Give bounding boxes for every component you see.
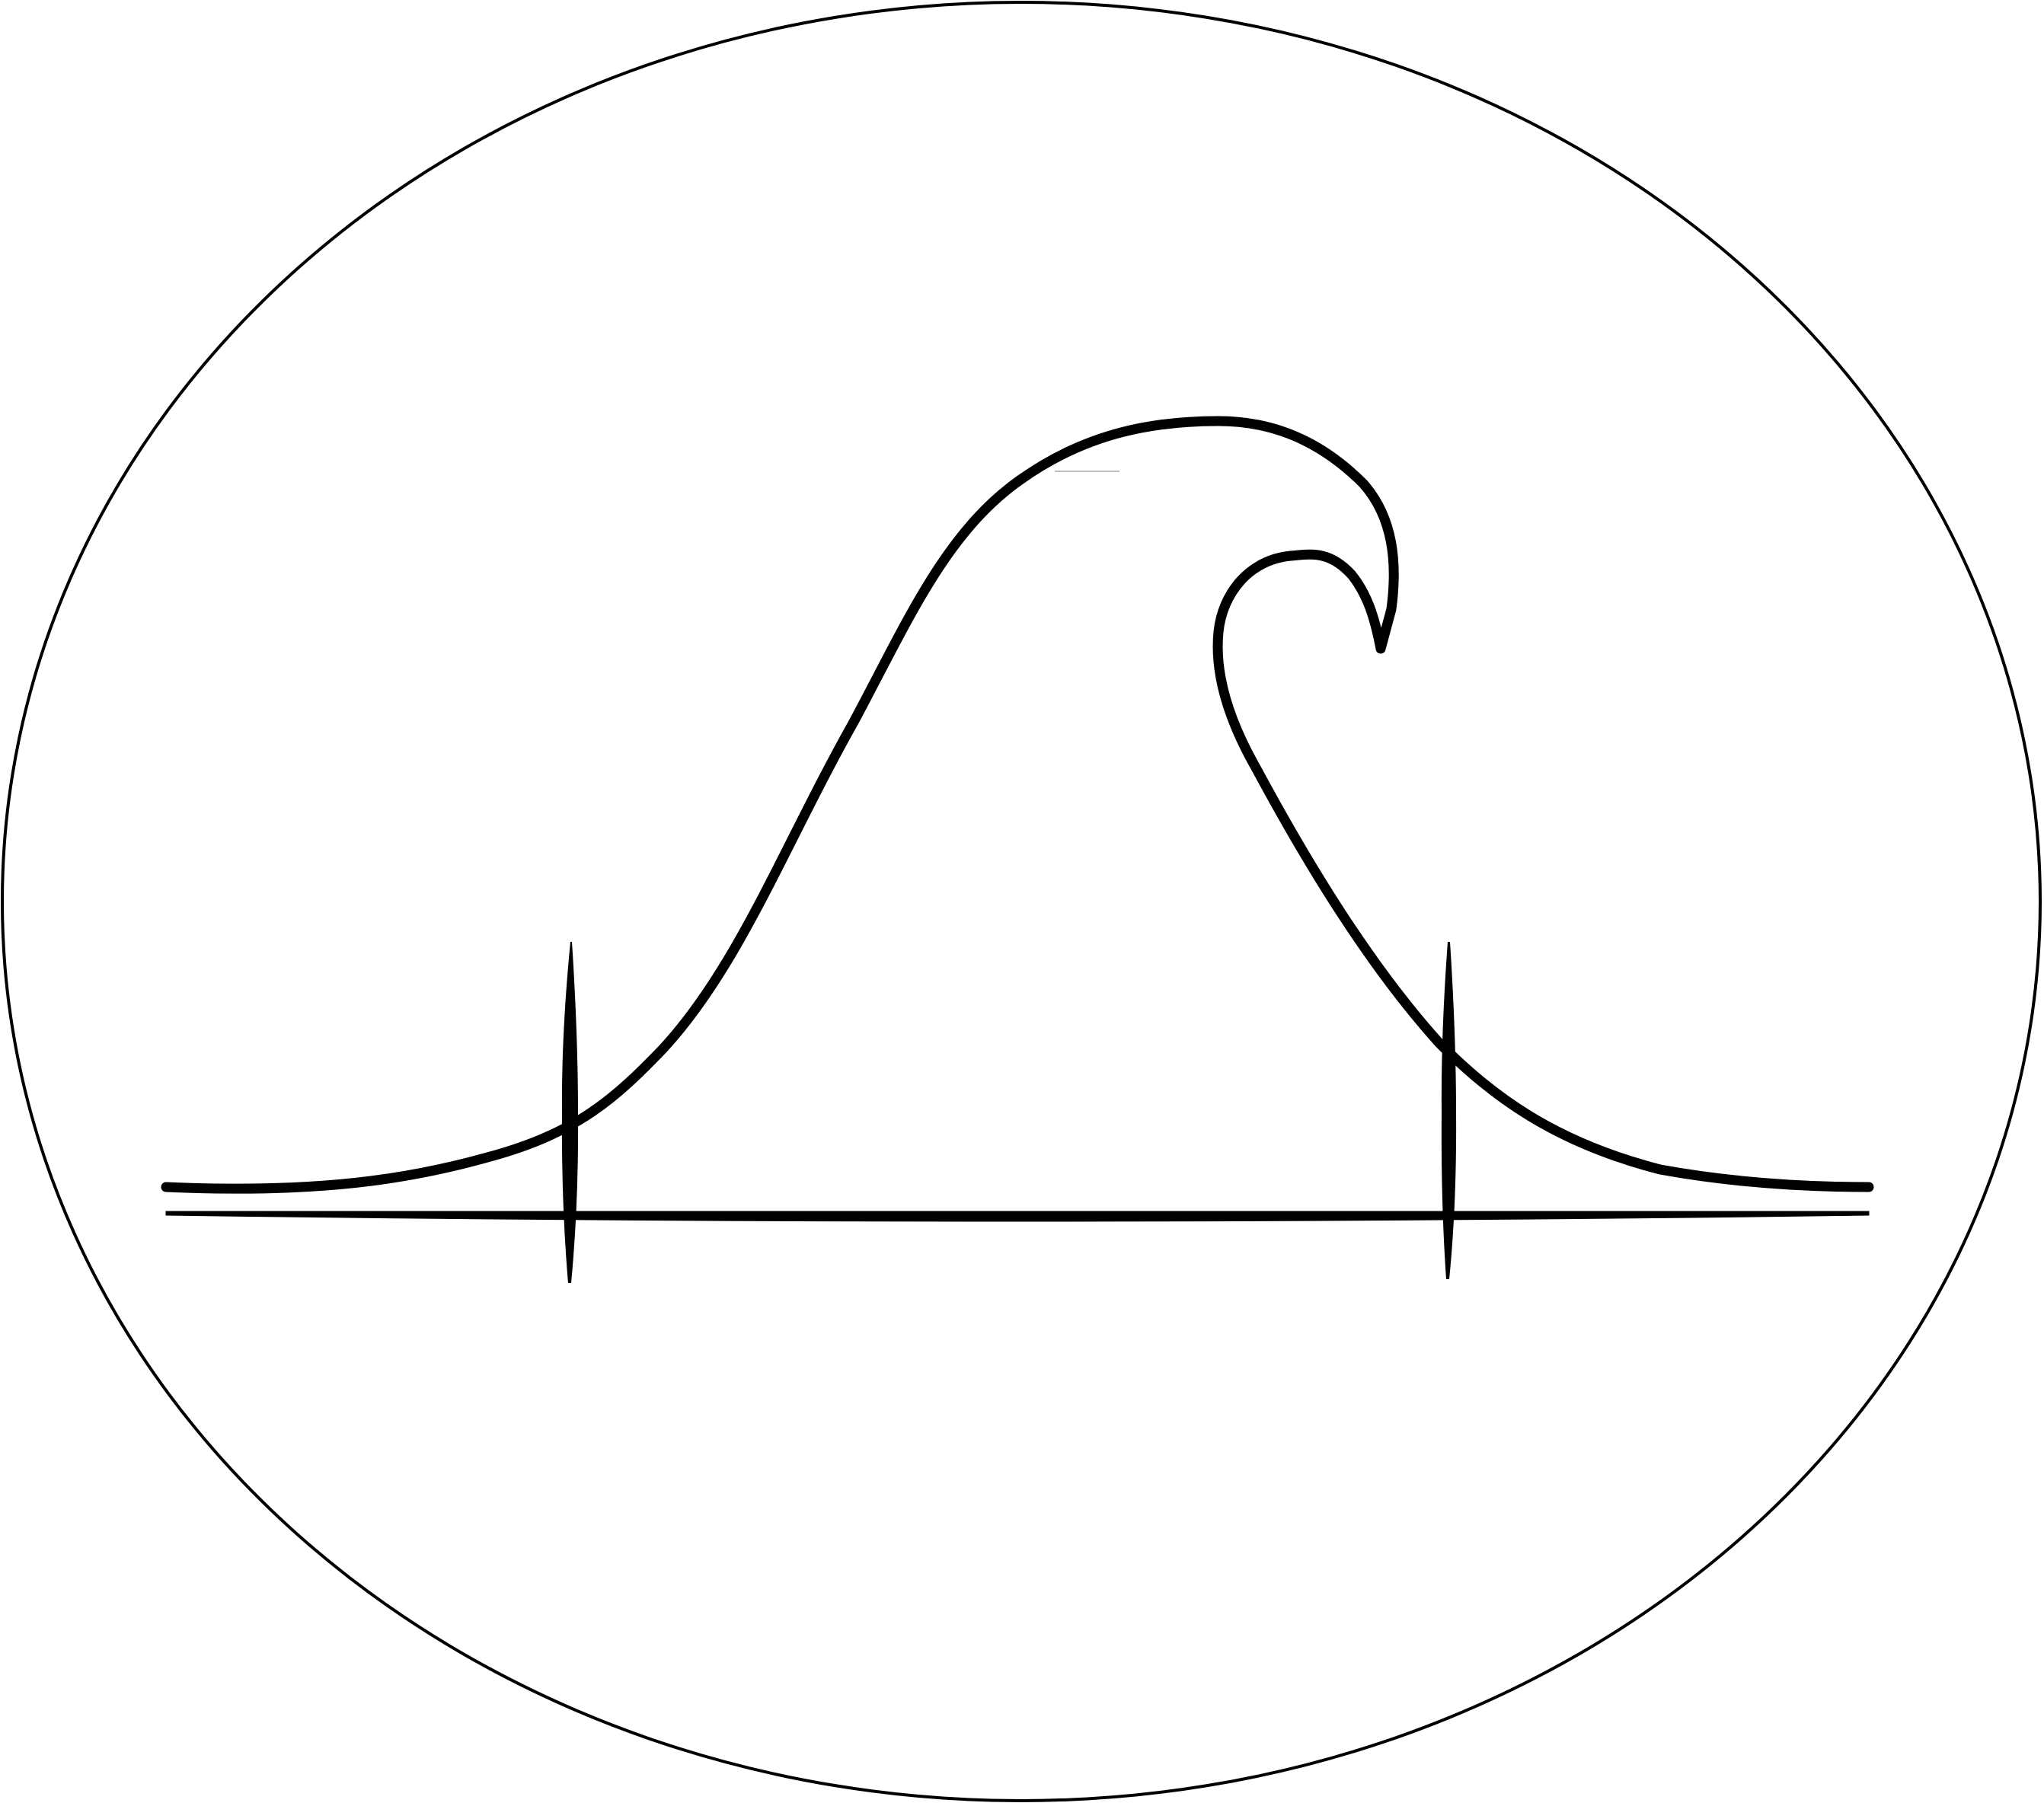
left-tick [561,942,579,1283]
right-tick [1441,942,1457,1279]
baseline [165,1211,1870,1222]
wave-curve [161,416,1874,1194]
